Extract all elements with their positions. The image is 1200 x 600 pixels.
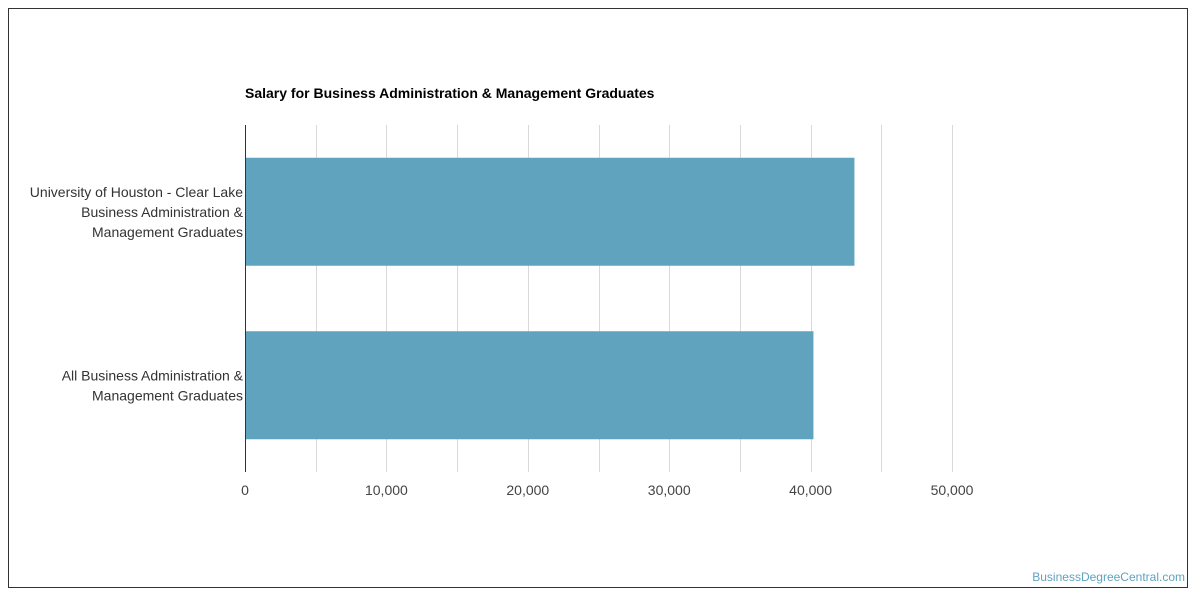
x-tick-label: 30,000 bbox=[648, 482, 691, 498]
x-tick-label: 50,000 bbox=[931, 482, 974, 498]
x-tick-labels: 0 10,000 20,000 30,000 40,000 50,000 bbox=[241, 482, 974, 498]
bars bbox=[245, 157, 855, 440]
chart-frame bbox=[8, 8, 1188, 588]
category-label: Management Graduates bbox=[92, 224, 243, 240]
category-label: University of Houston - Clear Lake bbox=[30, 184, 243, 200]
x-tick-label: 10,000 bbox=[365, 482, 408, 498]
x-tick-label: 0 bbox=[241, 482, 249, 498]
category-label: Management Graduates bbox=[92, 387, 243, 403]
bar bbox=[245, 331, 814, 440]
x-tick-label: 20,000 bbox=[506, 482, 549, 498]
category-labels: University of Houston - Clear Lake Busine… bbox=[30, 184, 244, 404]
bar bbox=[245, 157, 855, 266]
x-tick-label: 40,000 bbox=[789, 482, 832, 498]
watermark-link[interactable]: BusinessDegreeCentral.com bbox=[1032, 570, 1185, 584]
chart-title: Salary for Business Administration & Man… bbox=[245, 85, 655, 101]
category-label: Business Administration & bbox=[81, 204, 244, 220]
category-label: All Business Administration & bbox=[62, 367, 244, 383]
